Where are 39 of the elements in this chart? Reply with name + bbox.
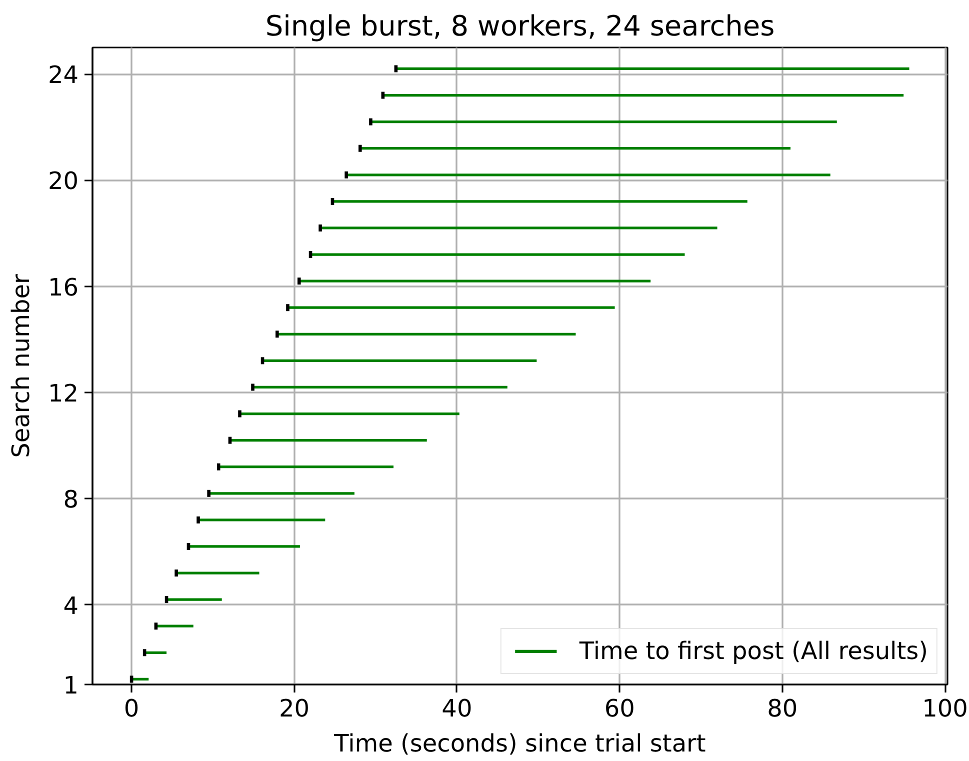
x-tick-label: 60 [604,694,635,722]
y-tick-label: 12 [48,380,79,408]
bar [396,67,910,70]
y-tick-label: 24 [48,61,79,90]
bar [346,174,830,176]
bar [252,386,508,389]
bar [198,518,326,522]
bar [288,306,615,309]
bar [277,332,576,336]
bar [310,253,685,256]
x-axis-title: Time (seconds) since trial start [333,730,706,758]
x-tick-label: 0 [124,694,140,722]
x-tick-label: 100 [922,694,968,722]
x-tick-label: 80 [767,694,798,722]
chart-title: Single burst, 8 workers, 24 searches [265,10,775,42]
bar [320,226,718,230]
y-tick-label: 4 [63,592,79,620]
bar [382,94,904,97]
y-tick-label: 1 [63,672,79,700]
x-tick-label: 40 [442,694,472,722]
bar [230,438,427,442]
bar [218,466,394,468]
y-tick-label: 20 [48,167,79,196]
legend-label: Time to first post (All results) [579,637,928,665]
y-tick-label: 8 [63,486,79,514]
bar [166,598,222,601]
bar [360,147,790,150]
bar [208,492,354,495]
bar [262,359,537,362]
bar [299,280,651,282]
y-axis-title: Search number [6,274,35,458]
bar [332,200,748,203]
bar [240,412,460,416]
bar [156,624,194,628]
bar [176,572,260,574]
bar [188,545,300,548]
x-tick-label: 20 [278,694,310,722]
bar [370,120,837,124]
y-tick-label: 16 [48,273,79,302]
